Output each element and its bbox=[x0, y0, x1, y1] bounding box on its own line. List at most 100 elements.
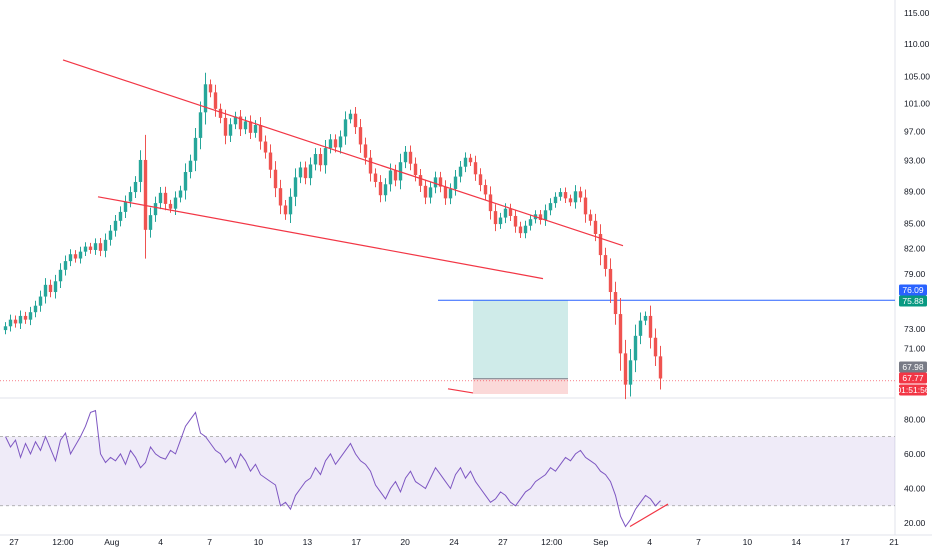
candle-body bbox=[3, 326, 8, 331]
price-badge bbox=[899, 295, 927, 307]
candle-body bbox=[408, 151, 413, 164]
candle-body bbox=[563, 192, 568, 199]
candle-body bbox=[58, 269, 63, 282]
candle-body bbox=[458, 166, 463, 177]
rsi-tick-label: 40.00 bbox=[904, 483, 926, 493]
candle-body bbox=[113, 220, 118, 231]
candle-body bbox=[283, 205, 288, 215]
price-tick-label: 79.00 bbox=[904, 269, 926, 279]
candle-body bbox=[263, 141, 268, 153]
candle-body bbox=[158, 192, 163, 204]
candle-body bbox=[358, 127, 363, 145]
candle-body bbox=[203, 84, 208, 113]
candle-body bbox=[163, 192, 168, 204]
rsi-divergence-line[interactable] bbox=[629, 503, 669, 528]
time-tick-label: 27 bbox=[9, 537, 19, 547]
candle-body bbox=[38, 296, 43, 306]
candle-body bbox=[343, 119, 348, 137]
long-position-tool[interactable] bbox=[0, 299, 895, 394]
candle-body bbox=[103, 239, 108, 251]
price-badge-label: 01:51:56 bbox=[896, 385, 929, 395]
candle-body bbox=[388, 170, 393, 185]
candle-body bbox=[273, 169, 278, 189]
candle-body bbox=[118, 211, 123, 221]
candle-body bbox=[218, 108, 223, 118]
price-tick-label: 82.00 bbox=[904, 243, 926, 253]
candle-body bbox=[638, 320, 643, 336]
candle-body bbox=[213, 92, 218, 109]
candle-body bbox=[543, 210, 548, 221]
candle-body bbox=[443, 186, 448, 199]
price-tick-label: 73.00 bbox=[904, 324, 926, 334]
price-tick-label: 101.00 bbox=[904, 98, 930, 108]
candle-body bbox=[473, 162, 478, 175]
candle-body bbox=[558, 192, 563, 197]
profit-zone[interactable] bbox=[473, 300, 568, 379]
grid-lines bbox=[0, 0, 932, 536]
candle-body bbox=[98, 243, 103, 251]
candle-body bbox=[603, 255, 608, 269]
time-tick-label: 27 bbox=[498, 537, 508, 547]
candle-body bbox=[8, 319, 13, 327]
price-tick-label: 89.00 bbox=[904, 186, 926, 196]
candle-body bbox=[433, 177, 438, 188]
candle-body bbox=[383, 184, 388, 196]
candle-body bbox=[143, 159, 148, 230]
candle-body bbox=[468, 157, 473, 163]
time-tick-label: 14 bbox=[791, 537, 801, 547]
candle-body bbox=[498, 217, 503, 225]
time-tick-label: 24 bbox=[449, 537, 459, 547]
candle-body bbox=[68, 254, 73, 262]
candle-body bbox=[528, 219, 533, 226]
candle-body bbox=[593, 220, 598, 234]
candle-body bbox=[308, 164, 313, 179]
rsi-tick-label: 80.00 bbox=[904, 414, 926, 424]
price-tick-label: 97.00 bbox=[904, 126, 926, 136]
candle-body bbox=[518, 226, 523, 234]
time-tick-label: 7 bbox=[696, 537, 701, 547]
rsi-pane bbox=[0, 409, 895, 528]
candle-body bbox=[93, 243, 98, 250]
price-tick-label: 85.00 bbox=[904, 218, 926, 228]
candle-body bbox=[523, 225, 528, 234]
time-tick-label: 13 bbox=[303, 537, 313, 547]
candle-body bbox=[503, 208, 508, 218]
candle-body bbox=[153, 203, 158, 216]
lower-trendline[interactable] bbox=[97, 196, 544, 280]
time-tick-label: 12:00 bbox=[541, 537, 563, 547]
candle-body bbox=[413, 163, 418, 176]
candle-body bbox=[193, 137, 198, 161]
candle-body bbox=[233, 116, 238, 125]
candle-body bbox=[348, 113, 353, 120]
time-tick-label: 20 bbox=[400, 537, 410, 547]
candle-body bbox=[513, 215, 518, 227]
candle-body bbox=[368, 157, 373, 174]
time-tick-label: 4 bbox=[647, 537, 652, 547]
candle-body bbox=[568, 198, 573, 203]
candle-body bbox=[53, 281, 58, 293]
candle-body bbox=[418, 175, 423, 186]
price-divergence-line[interactable] bbox=[447, 388, 474, 394]
candle-body bbox=[248, 121, 253, 133]
candle-body bbox=[18, 315, 23, 324]
time-tick-label: 10 bbox=[743, 537, 753, 547]
upper-trendline[interactable] bbox=[62, 59, 624, 247]
candle-body bbox=[28, 312, 33, 320]
candle-body bbox=[573, 191, 578, 203]
rsi-tick-label: 20.00 bbox=[904, 518, 926, 528]
time-axis[interactable]: 27 12:00 Aug 4 7 10 13 17 20 24 27 12:00 Sep 4 7 10 14 17… bbox=[9, 537, 899, 547]
candle-body bbox=[168, 203, 173, 209]
candle-body bbox=[478, 174, 483, 186]
rsi-axis[interactable]: 80.00 60.00 40.00 20.00 bbox=[904, 414, 926, 528]
candle-body bbox=[428, 187, 433, 198]
candle-body bbox=[648, 315, 653, 338]
candle-body bbox=[448, 188, 453, 199]
loss-zone[interactable] bbox=[473, 378, 568, 394]
candle-body bbox=[33, 305, 38, 313]
time-tick-label: 12:00 bbox=[52, 537, 74, 547]
rsi-band bbox=[0, 436, 895, 506]
trendline-drawings[interactable] bbox=[62, 59, 624, 394]
candle-body bbox=[13, 319, 18, 324]
